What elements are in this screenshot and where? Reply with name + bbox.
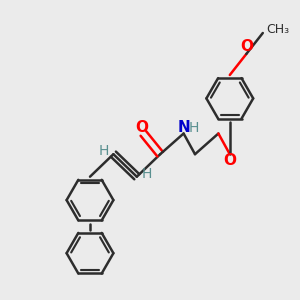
Text: CH₃: CH₃ <box>266 23 289 36</box>
Text: O: O <box>135 120 148 135</box>
Text: H: H <box>189 121 199 134</box>
Text: O: O <box>223 153 236 168</box>
Text: H: H <box>141 167 152 181</box>
Text: H: H <box>99 144 109 158</box>
Text: O: O <box>240 39 253 54</box>
Text: N: N <box>177 120 190 135</box>
